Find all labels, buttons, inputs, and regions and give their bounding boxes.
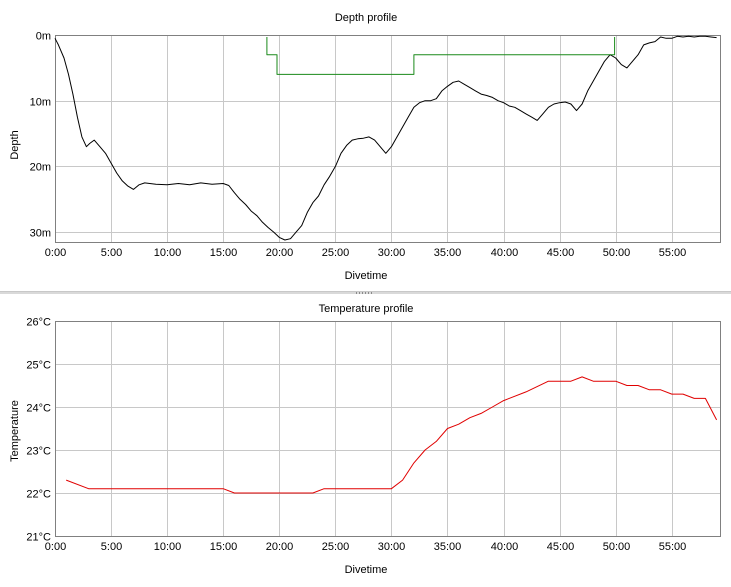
x-tick-label: 25:00 [322,541,350,553]
temperature-line [66,376,718,494]
depth-y-axis-label: Depth [9,130,21,159]
y-tick-label: 22°C [26,489,51,501]
panel-splitter[interactable] [0,291,731,294]
depth-line [54,35,717,241]
x-tick-label: 45:00 [547,541,575,553]
y-tick-label: 25°C [26,360,51,372]
x-tick-label: 30:00 [378,541,406,553]
x-tick-label: 20:00 [266,541,294,553]
x-tick-label: 25:00 [322,247,350,259]
x-tick-label: 40:00 [491,541,519,553]
temp-y-axis-label: Temperature [9,400,21,462]
splitter-grip-icon [356,292,374,294]
depth-profile-chart: Depth profile 0m 10m 20m 30m 0:00 5:00 10:00 1… [9,12,721,282]
x-tick-label: 35:00 [434,247,462,259]
y-tick-label: 0m [36,31,51,43]
depth-profile-panel: Depth profile 0m 10m 20m 30m 0:00 5:00 10:00 1… [0,0,731,291]
x-tick-label: 15:00 [210,247,238,259]
temp-x-axis-label: Divetime [345,564,388,576]
y-tick-label: 30m [30,228,51,240]
x-tick-label: 40:00 [491,247,519,259]
deco-ceiling-line [266,37,616,75]
x-tick-label: 15:00 [210,541,238,553]
y-tick-label: 26°C [26,317,51,329]
x-tick-label: 5:00 [101,541,122,553]
x-tick-label: 30:00 [378,247,406,259]
depth-chart-title: Depth profile [335,12,397,24]
x-tick-label: 50:00 [603,541,631,553]
x-tick-label: 20:00 [266,247,294,259]
x-tick-label: 10:00 [154,541,182,553]
x-tick-label: 55:00 [659,541,687,553]
temp-chart-title: Temperature profile [319,303,414,315]
temperature-profile-chart: Temperature profile 26°C 25°C 24°C 23°C 22°C… [9,303,721,576]
x-tick-label: 10:00 [154,247,182,259]
x-tick-label: 45:00 [547,247,575,259]
plot-frame [55,35,721,243]
x-tick-label: 0:00 [45,247,66,259]
y-tick-label: 24°C [26,403,51,415]
x-tick-label: 50:00 [603,247,631,259]
x-tick-label: 35:00 [434,541,462,553]
y-tick-label: 20m [30,162,51,174]
depth-x-axis-label: Divetime [345,270,388,282]
x-tick-label: 5:00 [101,247,122,259]
temperature-profile-panel: Temperature profile 26°C 25°C 24°C 23°C 22°C… [0,294,731,582]
x-tick-label: 0:00 [45,541,66,553]
y-tick-label: 23°C [26,446,51,458]
plot-frame [55,321,721,537]
y-tick-label: 21°C [26,532,51,544]
x-tick-label: 55:00 [659,247,687,259]
y-tick-label: 10m [30,97,51,109]
